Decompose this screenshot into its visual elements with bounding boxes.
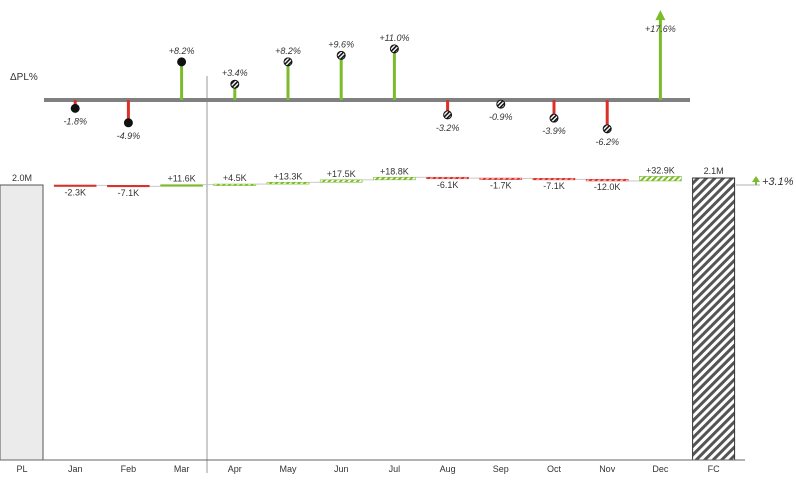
x-tick-label: Apr <box>228 464 242 474</box>
waterfall-bar-pl <box>0 184 44 461</box>
lollipop-value-label: -6.2% <box>595 137 619 147</box>
waterfall-delta-label: -12.0K <box>594 182 621 192</box>
waterfall-chart: 2.0M -2.3K -7.1K +11.6K +4.5K +13.3K +17.5K +18… <box>0 165 794 461</box>
waterfall-bar-fc <box>692 177 736 461</box>
lollipop-marker <box>549 113 559 123</box>
lollipop-value-label: +8.2% <box>275 46 301 56</box>
waterfall-delta-label: +11.6K <box>168 174 196 184</box>
x-tick-label: Oct <box>547 464 562 474</box>
waterfall-delta-bar <box>479 177 523 180</box>
waterfall-delta-bar <box>585 179 629 182</box>
lollipop-marker <box>177 57 187 67</box>
waterfall-delta-bar <box>319 179 363 183</box>
waterfall-start-label: 2.0M <box>12 173 32 183</box>
x-tick-label: Jul <box>389 464 401 474</box>
waterfall-delta-label: -2.3K <box>64 188 86 198</box>
waterfall-delta-label: +17.5K <box>327 169 356 179</box>
waterfall-delta-bar <box>373 176 416 181</box>
waterfall-delta-bar <box>213 183 257 186</box>
lollipop-value-label: +17.6% <box>645 24 676 34</box>
x-tick-label: Sep <box>493 464 509 474</box>
lollipop-value-label: -0.9% <box>489 112 513 122</box>
waterfall-delta-label: -7.1K <box>543 181 565 191</box>
lollipop-marker <box>283 57 293 67</box>
waterfall-delta-bar <box>266 181 310 185</box>
lollipop-axis-label: ΔPL% <box>10 72 38 83</box>
lollipop-value-label: +9.6% <box>328 39 354 49</box>
lollipop-marker <box>389 44 399 54</box>
x-tick-label: Nov <box>599 464 616 474</box>
lollipop-marker <box>602 124 612 134</box>
waterfall-delta-label: -6.1K <box>437 180 459 190</box>
waterfall-delta-label: +32.9K <box>646 165 675 175</box>
change-arrow-icon <box>752 176 760 182</box>
waterfall-delta-bar <box>107 185 150 188</box>
waterfall-delta-bar <box>639 176 682 182</box>
total-change-label: +3.1% <box>762 176 794 188</box>
lollipop-marker <box>496 99 506 109</box>
waterfall-delta-label: -7.1K <box>118 188 140 198</box>
waterfall-delta-label: -1.7K <box>490 181 512 191</box>
waterfall-delta-bar <box>160 184 203 187</box>
lollipop-marker <box>123 118 133 128</box>
x-tick-label: Dec <box>652 464 669 474</box>
x-axis: PL Jan Feb Mar Apr May Jun Jul Aug Sep Oct Nov Dec FC <box>0 459 745 474</box>
x-tick-label: PL <box>16 464 27 474</box>
lollipop-marker <box>443 110 453 120</box>
lollipop-marker <box>336 50 346 60</box>
lollipop-marker <box>70 103 80 113</box>
lollipop-value-label: -3.2% <box>436 123 460 133</box>
lollipop-arrow <box>655 10 666 21</box>
x-tick-label: Jan <box>68 464 83 474</box>
waterfall-delta-bar <box>532 178 576 181</box>
lollipop-value-label: +8.2% <box>169 46 195 56</box>
x-tick-label: FC <box>708 464 720 474</box>
x-tick-label: May <box>279 464 297 474</box>
lollipop-chart: -1.8% -4.9% +8.2% +3.4% +8.2% +9.6% +11.0% -3.2… <box>44 10 690 147</box>
waterfall-delta-label: +18.8K <box>380 166 409 176</box>
lollipop-value-label: -4.9% <box>117 131 141 141</box>
lollipop-value-label: -3.9% <box>542 126 566 136</box>
waterfall-delta-label: +13.3K <box>274 171 303 181</box>
x-tick-label: Jun <box>334 464 349 474</box>
waterfall-delta-bar <box>426 176 469 180</box>
x-tick-label: Feb <box>121 464 137 474</box>
waterfall-delta-bar <box>53 184 97 187</box>
lollipop-value-label: -1.8% <box>63 116 87 126</box>
lollipop-value-label: +3.4% <box>222 68 248 78</box>
x-tick-label: Aug <box>440 464 456 474</box>
lollipop-marker <box>230 79 240 89</box>
lollipop-value-label: +11.0% <box>379 33 409 43</box>
waterfall-end-label: 2.1M <box>704 166 724 176</box>
x-tick-label: Mar <box>174 464 190 474</box>
waterfall-delta-label: +4.5K <box>223 173 247 183</box>
